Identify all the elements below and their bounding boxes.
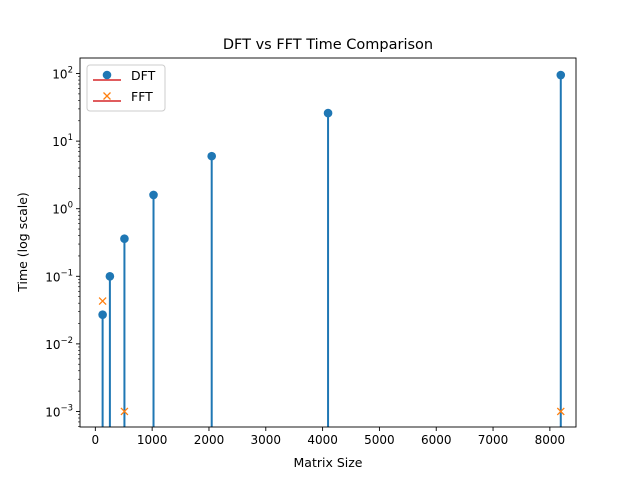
plot-frame — [79, 57, 577, 428]
legend-label-dft: DFT — [131, 68, 156, 83]
x-tick-label: 1000 — [137, 433, 168, 447]
y-axis-title: Time (log scale) — [15, 192, 30, 293]
data-layer — [98, 70, 566, 427]
x-axis-title: Matrix Size — [294, 455, 363, 470]
dft-marker — [207, 151, 216, 161]
x-tick-label: 7000 — [478, 433, 509, 447]
x-tick-label: 3000 — [251, 433, 282, 447]
x-tick-label: 4000 — [307, 433, 338, 447]
chart-title: DFT vs FFT Time Comparison — [223, 37, 433, 53]
x-axis: 0 1000 2000 3000 4000 5000 6000 7000 8000 — [92, 427, 566, 447]
legend: DFT FFT — [86, 64, 166, 112]
dft-marker — [149, 190, 158, 200]
fft-marker — [98, 297, 107, 306]
y-tick-label: 102 — [52, 66, 73, 82]
x-tick-label: 5000 — [364, 433, 395, 447]
x-tick-label: 8000 — [535, 433, 566, 447]
dft-marker — [120, 234, 129, 243]
dft-marker — [105, 271, 115, 281]
legend-marker-fft — [103, 92, 111, 100]
y-tick-label: 10−2 — [45, 336, 73, 352]
x-tick-label: 6000 — [421, 433, 452, 447]
y-tick-label: 10−3 — [45, 403, 73, 419]
dft-marker — [556, 70, 566, 80]
x-tick-label: 0 — [92, 433, 100, 447]
dft-marker — [323, 108, 333, 118]
y-tick-label: 100 — [52, 201, 73, 217]
y-tick-label: 10−1 — [45, 268, 73, 284]
fft-marker — [120, 407, 129, 416]
dft-marker — [98, 310, 107, 320]
fft-marker — [556, 407, 565, 416]
y-tick-label: 101 — [52, 133, 73, 149]
legend-label-fft: FFT — [131, 89, 153, 104]
x-tick-label: 2000 — [194, 433, 225, 447]
legend-marker-dft — [102, 70, 112, 80]
y-axis: 10−3 10−2 10−1 100 101 102 — [45, 66, 80, 427]
